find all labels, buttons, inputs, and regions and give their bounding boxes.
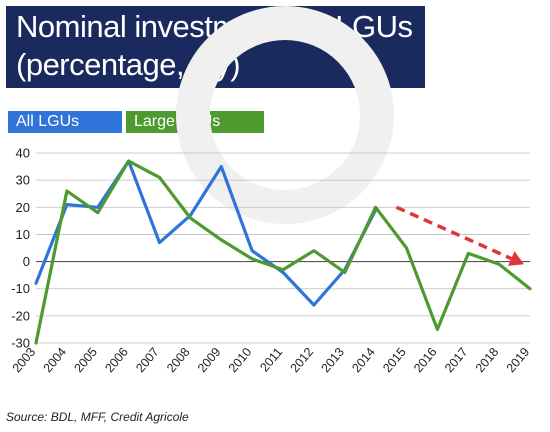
y-tick-label: -20 [11,308,30,323]
y-tick-label: 20 [16,200,30,215]
x-tick-label: 2018 [473,345,502,375]
series-all-lgus-line [34,159,378,307]
x-tick-label: 2008 [164,345,193,375]
source-note: Source: BDL, MFF, Credit Agricole [6,410,189,424]
y-tick-label: 0 [23,254,30,269]
x-tick-label: 2006 [102,345,131,375]
trend-arrow-line [395,205,512,261]
y-tick-label: -10 [11,281,30,296]
series-large-lgus-line [34,159,532,345]
x-tick-label: 2005 [71,345,100,375]
x-tick-label: 2011 [257,345,285,375]
y-tick-label: 40 [16,146,30,161]
trend-arrow-head [508,251,524,266]
x-tick-label: 2014 [349,345,378,375]
x-tick-label: 2007 [133,345,162,375]
annotations [395,205,524,266]
x-tick-label: 2012 [288,345,317,375]
y-axis-ticks: 40 30 20 10 0 -10 -20 -30 [11,146,30,351]
x-tick-label: 2016 [411,345,440,375]
y-tick-label: 30 [16,173,30,188]
x-tick-label: 2004 [41,345,70,375]
watermark-ring [176,6,394,224]
x-tick-label: 2013 [318,345,347,375]
legend-item-all-lgus: All LGUs [8,111,122,133]
x-axis-ticks: 2003 2004 2005 2006 2007 2008 2009 2010 2011 2012… [10,345,533,375]
x-tick-label: 2015 [380,345,409,375]
x-tick-label: 2009 [195,345,224,375]
x-tick-label: 2019 [504,345,533,375]
series-group [34,159,532,345]
x-tick-label: 2017 [442,345,471,375]
x-tick-label: 2010 [226,345,255,375]
grid-lines [36,152,530,344]
y-tick-label: 10 [16,227,30,242]
watermark-logo [176,6,394,224]
y-tick-label: -30 [11,336,30,351]
